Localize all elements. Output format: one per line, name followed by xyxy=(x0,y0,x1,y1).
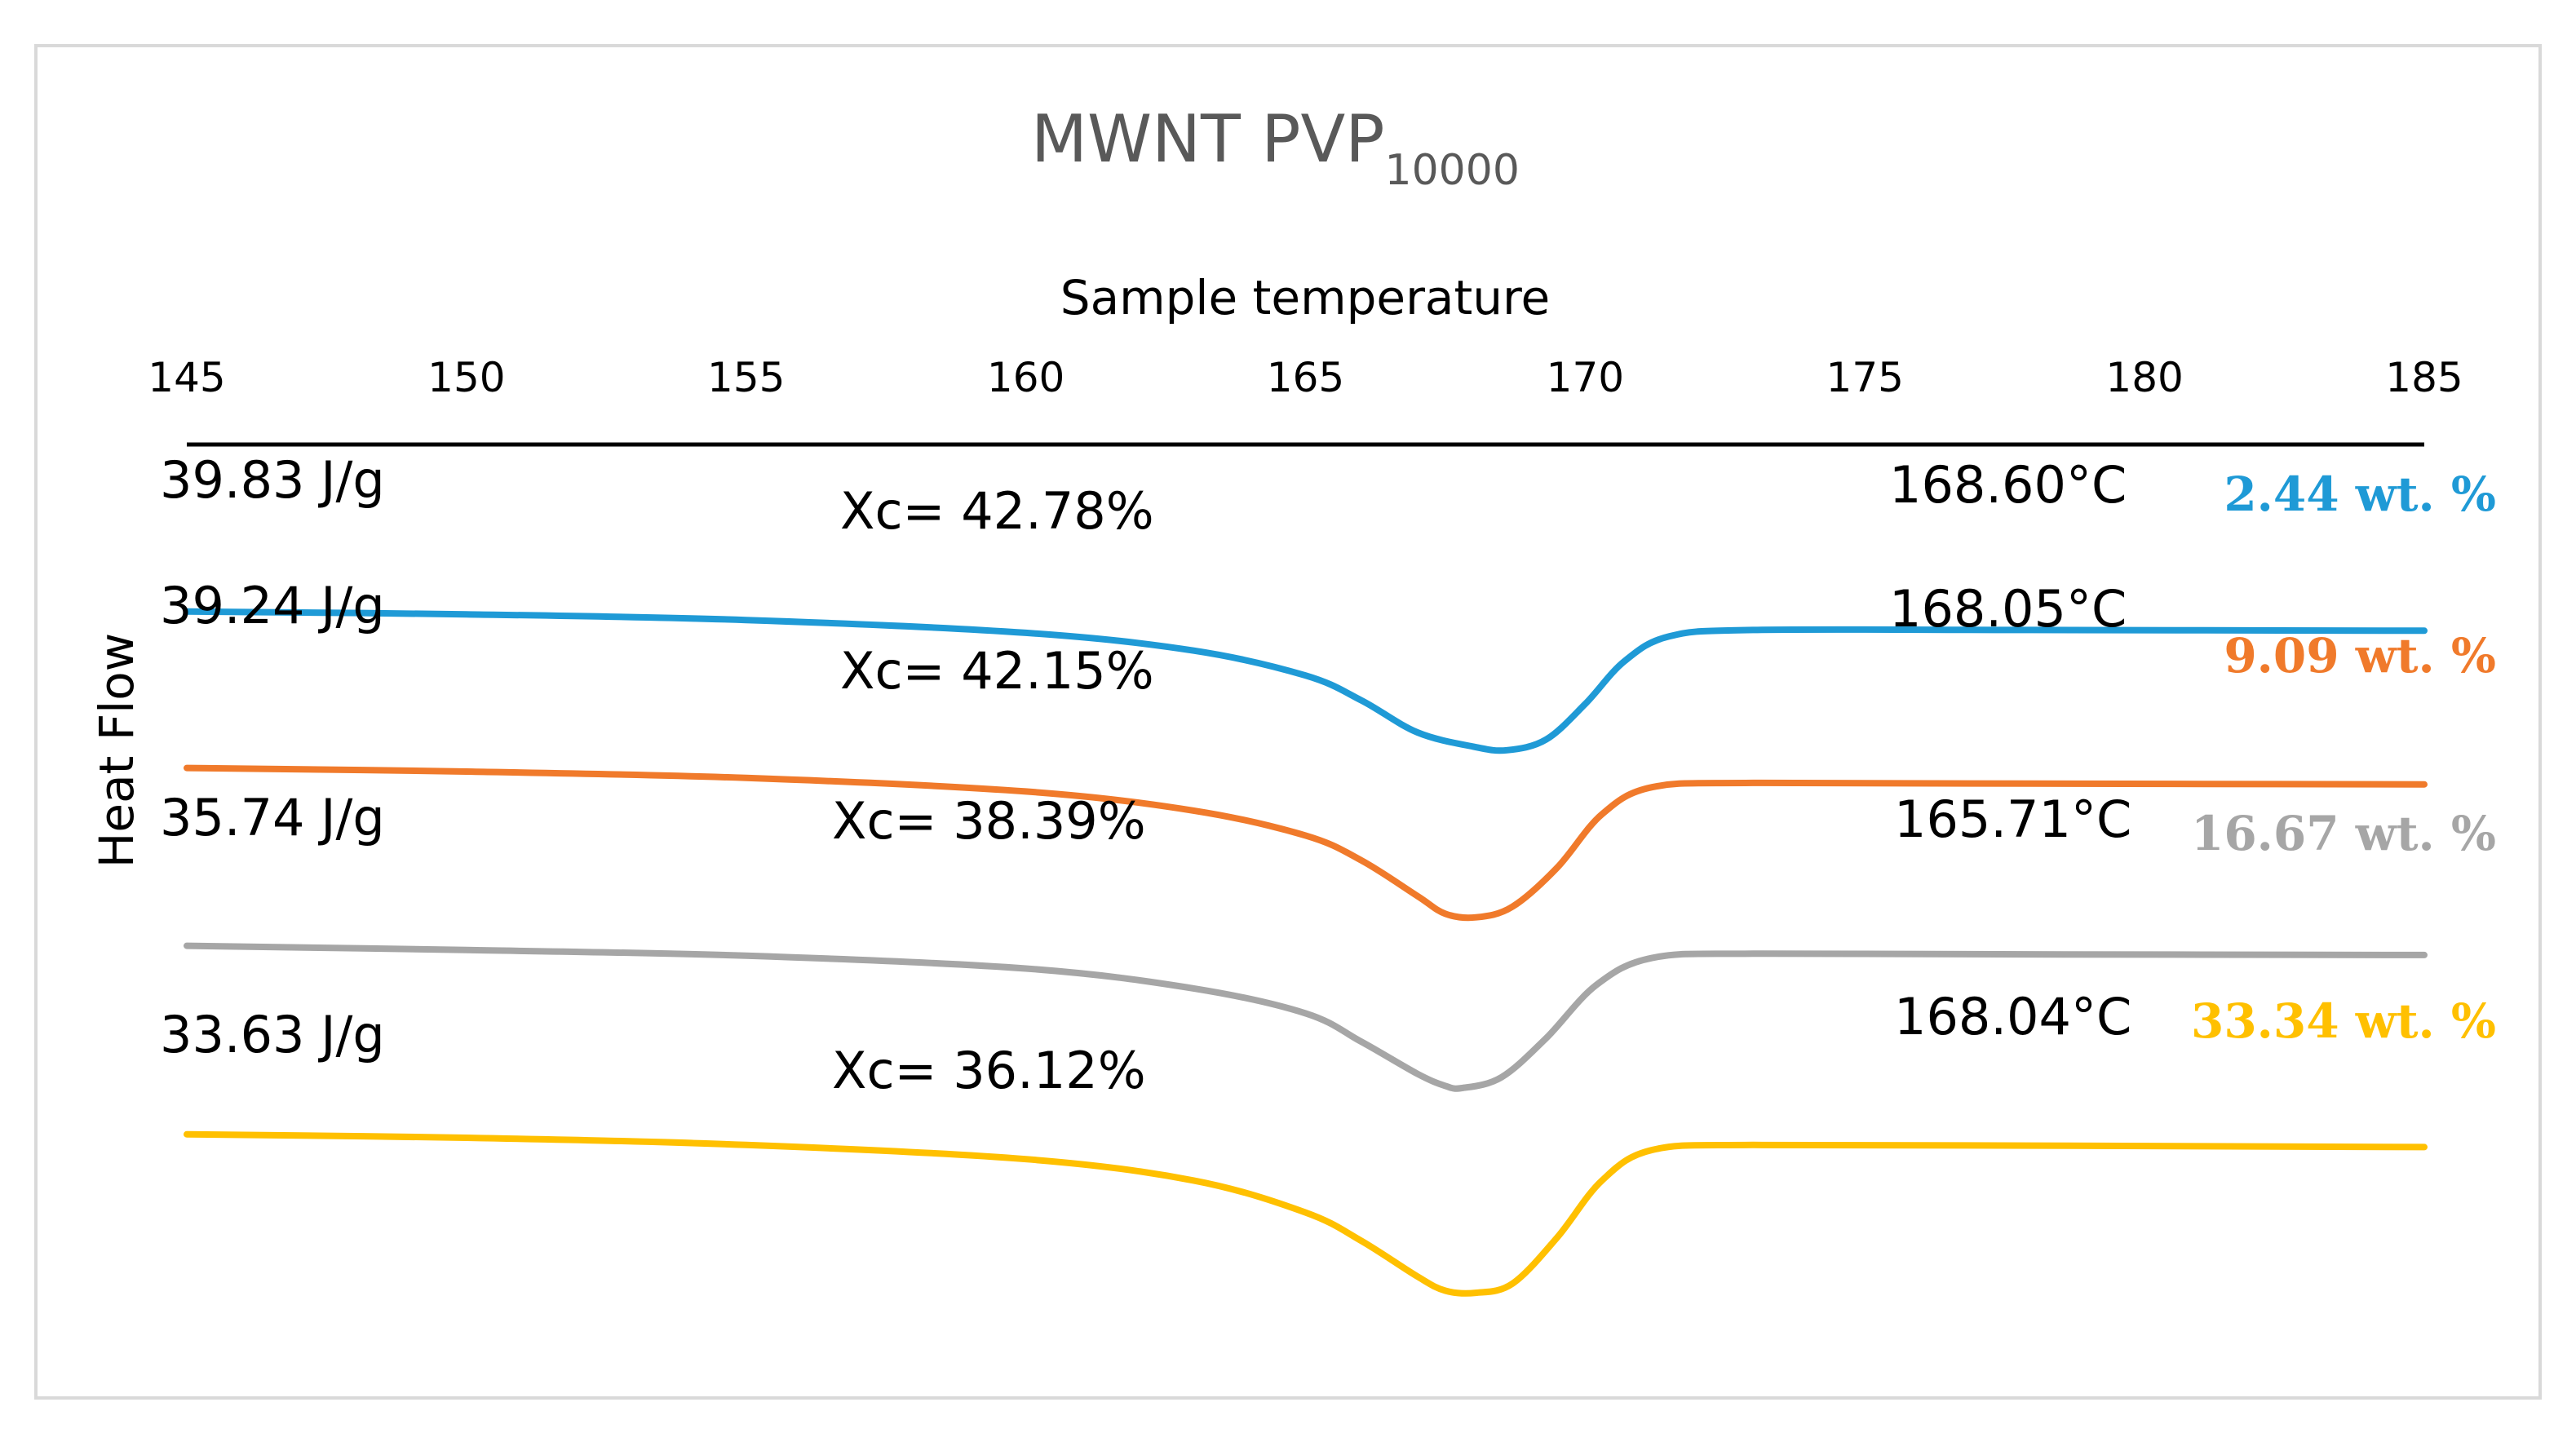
x-tick-label: 185 xyxy=(2385,354,2463,401)
x-tick-label: 145 xyxy=(148,354,225,401)
peak-temp-label-2: 168.05°C xyxy=(1889,579,2127,639)
chart-title-main: MWNT PVP xyxy=(1031,101,1384,177)
enthalpy-label-2: 39.24 J/g xyxy=(160,576,385,635)
chart-title: MWNT PVP10000 xyxy=(1031,101,1520,195)
series-line-1 xyxy=(184,608,2428,754)
peak-temp-label-3: 165.71°C xyxy=(1894,790,2131,849)
chart-frame xyxy=(34,44,2542,1400)
series-line-2 xyxy=(184,764,2428,922)
enthalpy-label-4: 33.63 J/g xyxy=(160,1005,385,1064)
series-line-4 xyxy=(184,1130,2428,1297)
enthalpy-label-3: 35.74 J/g xyxy=(160,788,385,847)
x-tick-label: 175 xyxy=(1826,354,1904,401)
crystallinity-label-3: Xc= 38.39% xyxy=(832,791,1146,851)
x-tick-label: 155 xyxy=(707,354,785,401)
crystallinity-label-4: Xc= 36.12% xyxy=(832,1041,1146,1100)
enthalpy-label-1: 39.83 J/g xyxy=(160,450,385,510)
x-tick-label: 170 xyxy=(1547,354,1624,401)
concentration-label-4: 33.34 wt. % xyxy=(2191,993,2496,1049)
series-group xyxy=(184,608,2428,1297)
concentration-label-2: 9.09 wt. % xyxy=(2224,628,2496,683)
peak-temp-label-4: 168.04°C xyxy=(1894,987,2131,1046)
annotations-group: 39.83 J/g Xc= 42.78% 168.60°C 2.44 wt. % 39.… xyxy=(160,450,2496,1100)
chart-title-subscript: 10000 xyxy=(1384,146,1519,195)
series-line-3 xyxy=(184,942,2428,1092)
y-axis-title: Heat Flow xyxy=(89,633,144,868)
x-axis-ticks: 145 150 155 160 165 170 175 180 185 xyxy=(148,354,2463,401)
x-tick-label: 180 xyxy=(2105,354,2183,401)
x-tick-label: 160 xyxy=(987,354,1064,401)
crystallinity-label-2: Xc= 42.15% xyxy=(840,641,1154,701)
crystallinity-label-1: Xc= 42.78% xyxy=(840,481,1154,541)
concentration-label-1: 2.44 wt. % xyxy=(2224,467,2496,522)
concentration-label-3: 16.67 wt. % xyxy=(2191,806,2496,861)
x-tick-label: 165 xyxy=(1267,354,1344,401)
x-axis-title: Sample temperature xyxy=(1060,270,1550,325)
x-tick-label: 150 xyxy=(427,354,505,401)
peak-temp-label-1: 168.60°C xyxy=(1889,455,2127,515)
